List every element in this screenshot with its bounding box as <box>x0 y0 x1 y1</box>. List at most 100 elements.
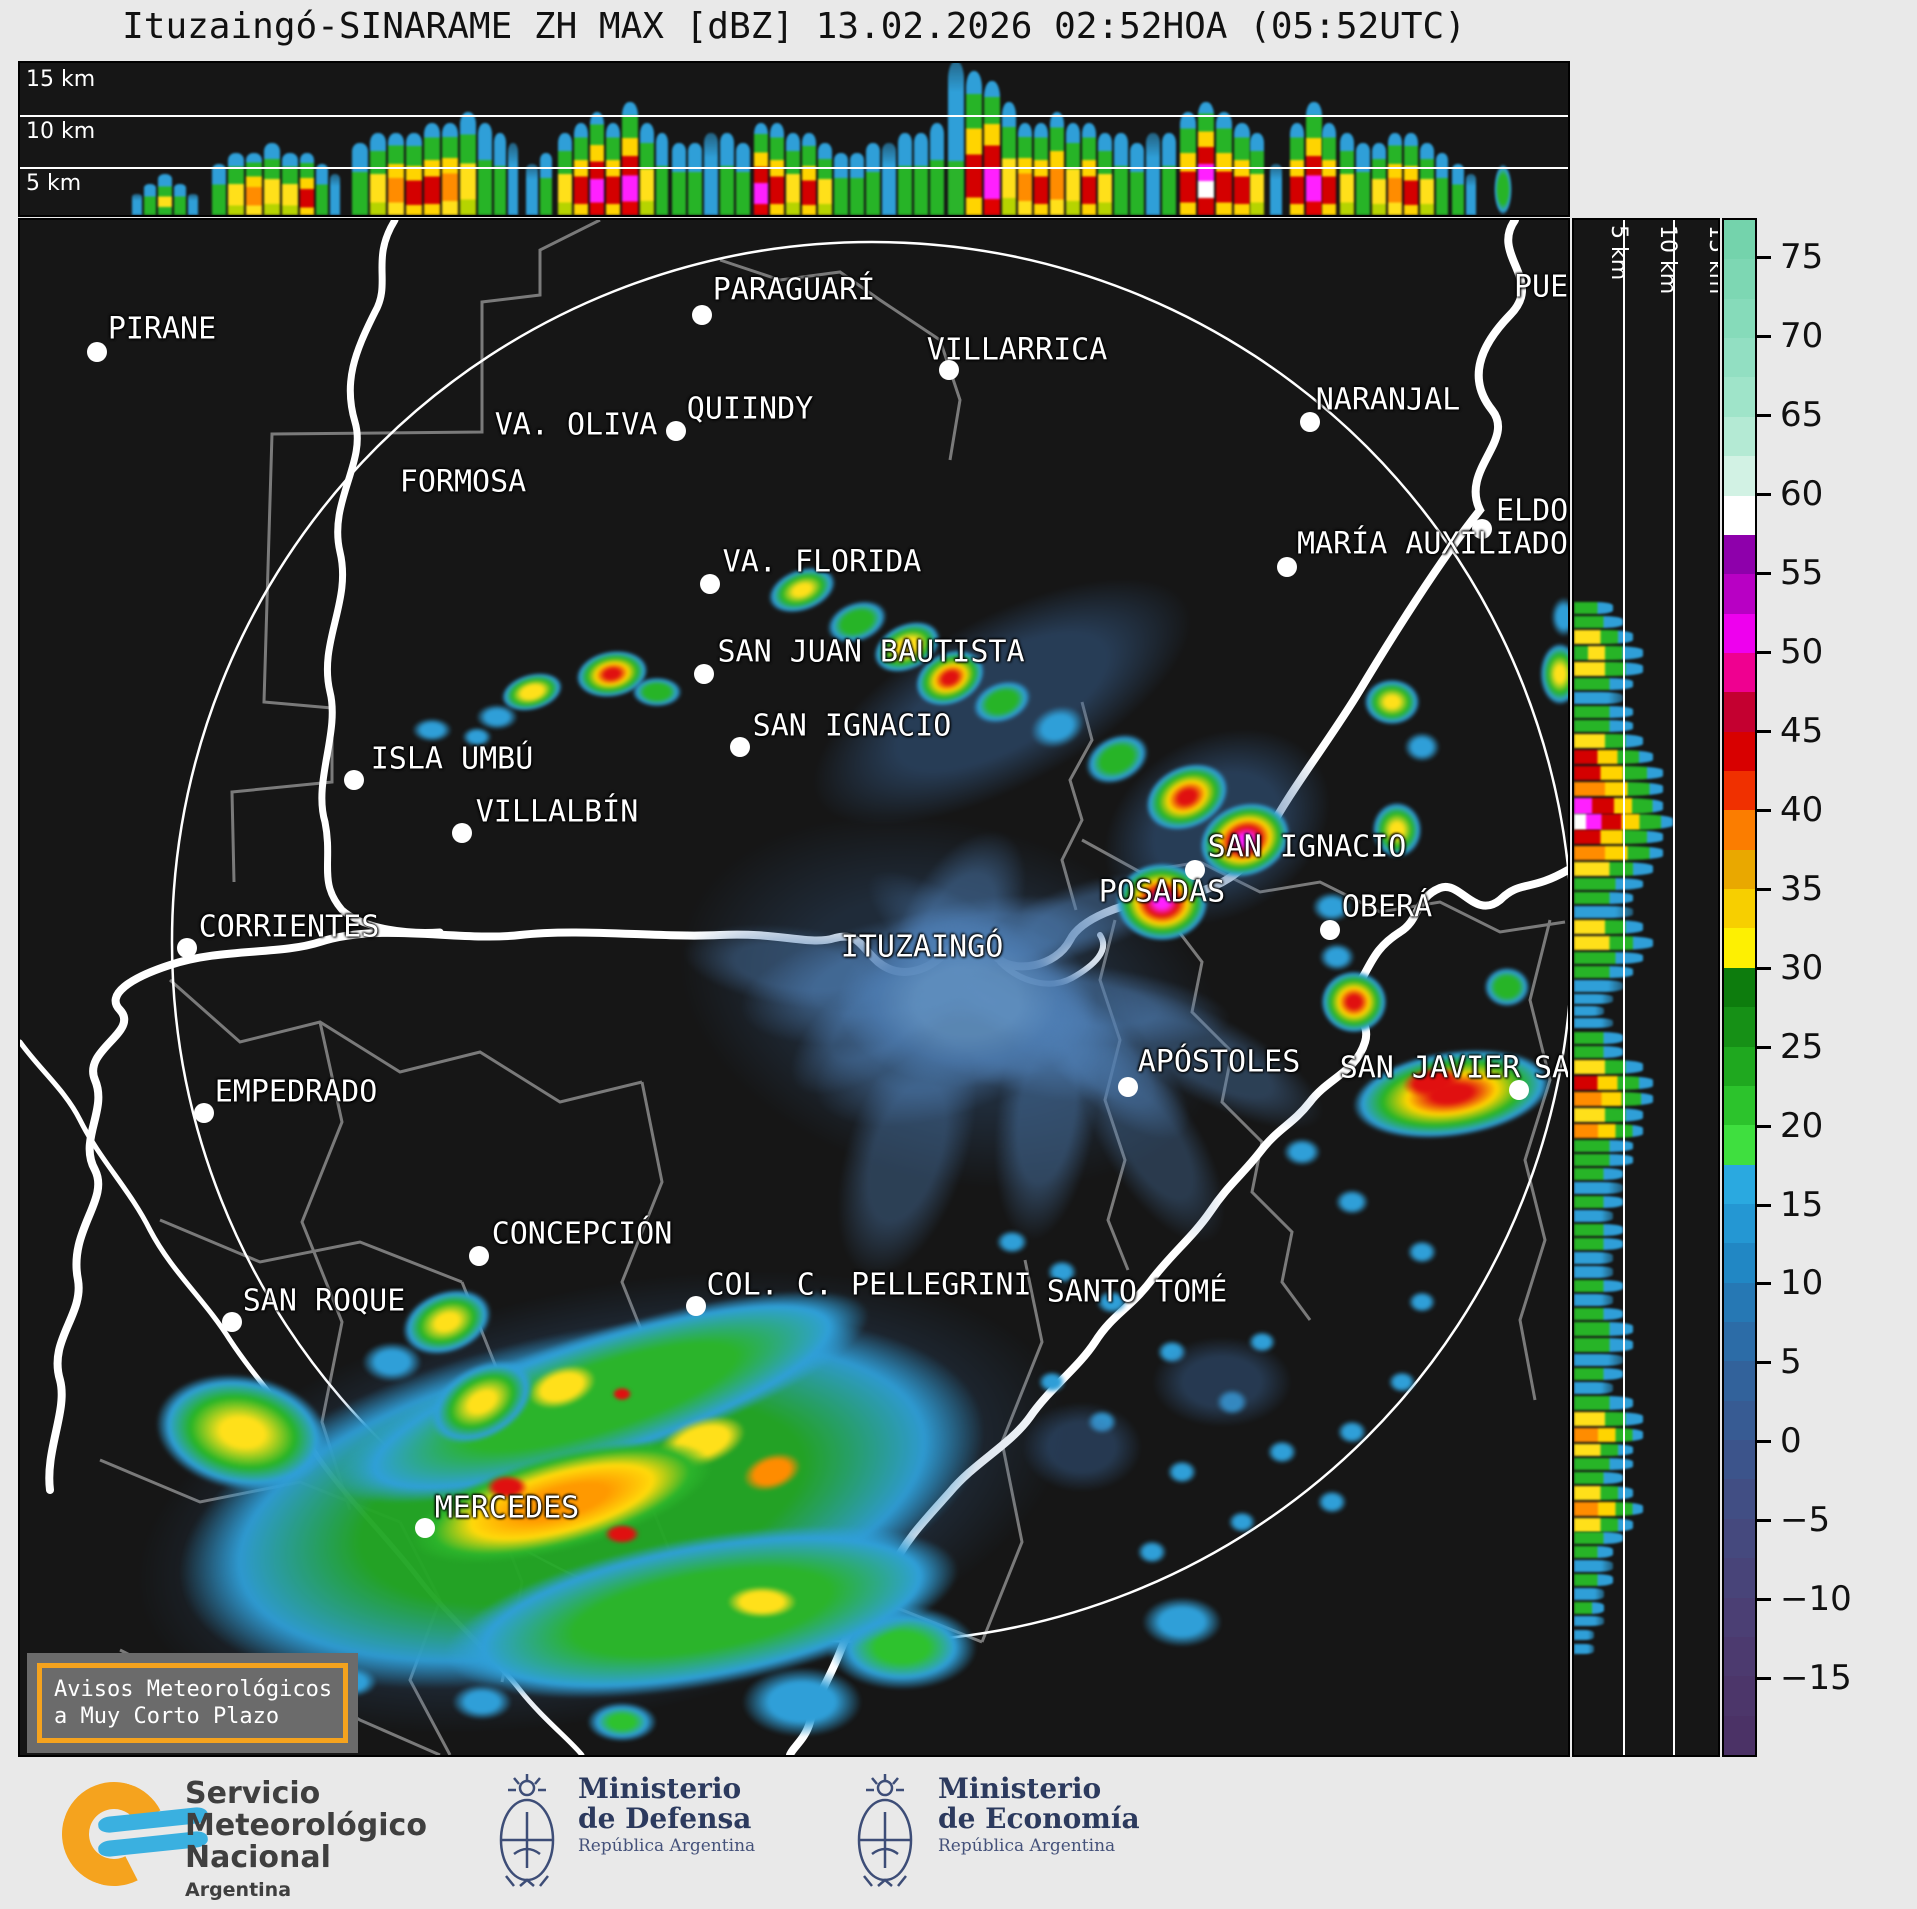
echo-column <box>898 133 912 215</box>
smn-line4: Argentina <box>185 1879 292 1901</box>
colorbar-tick <box>1757 572 1771 576</box>
ministry-defensa: Ministerio de Defensa República Argentin… <box>578 1774 756 1857</box>
radar-echo-blob <box>1337 1420 1367 1444</box>
echo-bar <box>1574 936 1653 950</box>
colorbar-segment <box>1724 1400 1755 1441</box>
echo-bar <box>1574 952 1643 964</box>
echo-column <box>622 102 638 215</box>
city-label: CONCEPCIÓN <box>491 1216 673 1252</box>
radar-echo-blob <box>1335 1189 1369 1215</box>
city-label: CORRIENTES <box>198 909 380 945</box>
echo-bar <box>1574 1032 1623 1044</box>
city-label: SANTO TOMÉ <box>1046 1274 1228 1310</box>
echo-bar <box>1574 630 1633 644</box>
city-dot <box>1472 519 1492 539</box>
echo-bar <box>1574 1182 1623 1194</box>
echo-bar <box>1574 1322 1633 1336</box>
colorbar-tick <box>1757 1045 1771 1049</box>
radar-echo-blob <box>1551 597 1568 637</box>
radar-echo-blob <box>632 677 682 707</box>
colorbar-segment <box>1724 456 1755 496</box>
echo-column <box>1162 133 1176 215</box>
colorbar-segment <box>1724 889 1755 929</box>
right-cross-section-panel: 5 km 10 km 15 km <box>1572 218 1720 1757</box>
echo-bar <box>1574 734 1643 748</box>
echo-column <box>1066 123 1080 215</box>
colorbar-tick-label: 10 <box>1780 1263 1824 1304</box>
city-dot <box>1320 920 1340 940</box>
echo-bar <box>1574 994 1613 1004</box>
city-label: VILLALBÍN <box>475 794 639 830</box>
radar-echo-blob <box>1167 1460 1197 1484</box>
city-dot <box>1277 557 1297 577</box>
city-label: MERCEDES <box>434 1490 580 1526</box>
ministry-economia-line2: de Economía <box>938 1802 1140 1835</box>
echo-column <box>540 153 552 215</box>
city-label: COL. C. PELLEGRINI <box>706 1267 1032 1303</box>
colorbar-tick-label: 30 <box>1780 947 1824 988</box>
radar-echo-blob <box>1319 943 1355 971</box>
ministry-defensa-line2: de Defensa <box>578 1802 752 1835</box>
altitude-line-5km <box>1623 220 1625 1755</box>
city-label: MARÍA AUXILIADORA <box>1297 526 1568 562</box>
echo-bar <box>1574 1280 1623 1292</box>
colorbar-segment <box>1724 534 1755 575</box>
radar-echo-blob <box>1228 1511 1256 1533</box>
echo-column <box>1114 133 1128 215</box>
echo-bar <box>1574 980 1623 992</box>
colorbar-tick-label: 20 <box>1780 1105 1824 1146</box>
altitude-label: 10 km <box>1655 225 1680 295</box>
echo-bar <box>1574 906 1633 918</box>
echo-bar <box>1574 892 1633 904</box>
radar-echo-blob <box>1267 1440 1297 1464</box>
city-label: SAN JUAN BAUTISTA <box>717 634 1025 670</box>
warning-line2: a Muy Corto Plazo <box>54 1704 280 1729</box>
echo-column <box>424 123 440 215</box>
echo-column <box>966 71 982 215</box>
colorbar-segment <box>1724 810 1755 851</box>
echo-column <box>1290 123 1304 215</box>
altitude-label: 15 km <box>1704 225 1720 295</box>
colorbar-tick-label: 50 <box>1780 632 1824 673</box>
echo-bar <box>1574 646 1643 660</box>
echo-bar <box>1574 862 1653 876</box>
city-dot <box>452 823 472 843</box>
echo-column <box>1452 164 1464 215</box>
city-dot <box>415 1518 435 1538</box>
echo-bar <box>1574 782 1663 796</box>
echo-bar <box>1574 1338 1633 1352</box>
city-dot <box>666 421 686 441</box>
colorbar-tick-label: 45 <box>1780 711 1824 751</box>
colorbar-tick-label: 0 <box>1780 1421 1802 1462</box>
radar-echo-blob <box>1216 1389 1248 1415</box>
city-label: VA. OLIVA <box>494 407 658 443</box>
echo-column <box>1216 112 1232 215</box>
colorbar-segment <box>1724 731 1755 772</box>
colorbar-tick <box>1757 1124 1771 1128</box>
echo-bar <box>1574 1124 1643 1138</box>
coat-of-arms-icon <box>857 1774 913 1887</box>
echo-column <box>330 174 340 215</box>
radar-echo-blob <box>1364 679 1420 725</box>
city-dot <box>1509 1080 1529 1100</box>
colorbar-segment <box>1724 652 1755 693</box>
colorbar-tick <box>1757 1677 1771 1681</box>
echo-column <box>948 63 964 215</box>
coat-of-arms-icon <box>499 1774 555 1887</box>
warning-line1: Avisos Meteorológicos <box>54 1677 333 1702</box>
echo-column <box>930 123 944 215</box>
echo-bar <box>1574 1502 1643 1516</box>
echo-column <box>1322 123 1336 215</box>
colorbar-segment <box>1724 1715 1755 1756</box>
radar-echo-blob <box>1137 1540 1167 1564</box>
echo-column <box>818 143 832 215</box>
echo-bar <box>1574 1252 1613 1264</box>
radar-map: PIRANE PARAGUARÍ VILLARRICA VA. OLIVA QUIIND… <box>18 218 1570 1757</box>
echo-column <box>1098 133 1112 215</box>
echo-bar <box>1574 602 1613 614</box>
echo-column <box>704 133 718 215</box>
echo-column <box>882 143 896 215</box>
ministry-defensa-line3: República Argentina <box>578 1836 756 1856</box>
echo-column <box>370 133 386 215</box>
echo-column <box>132 194 142 215</box>
